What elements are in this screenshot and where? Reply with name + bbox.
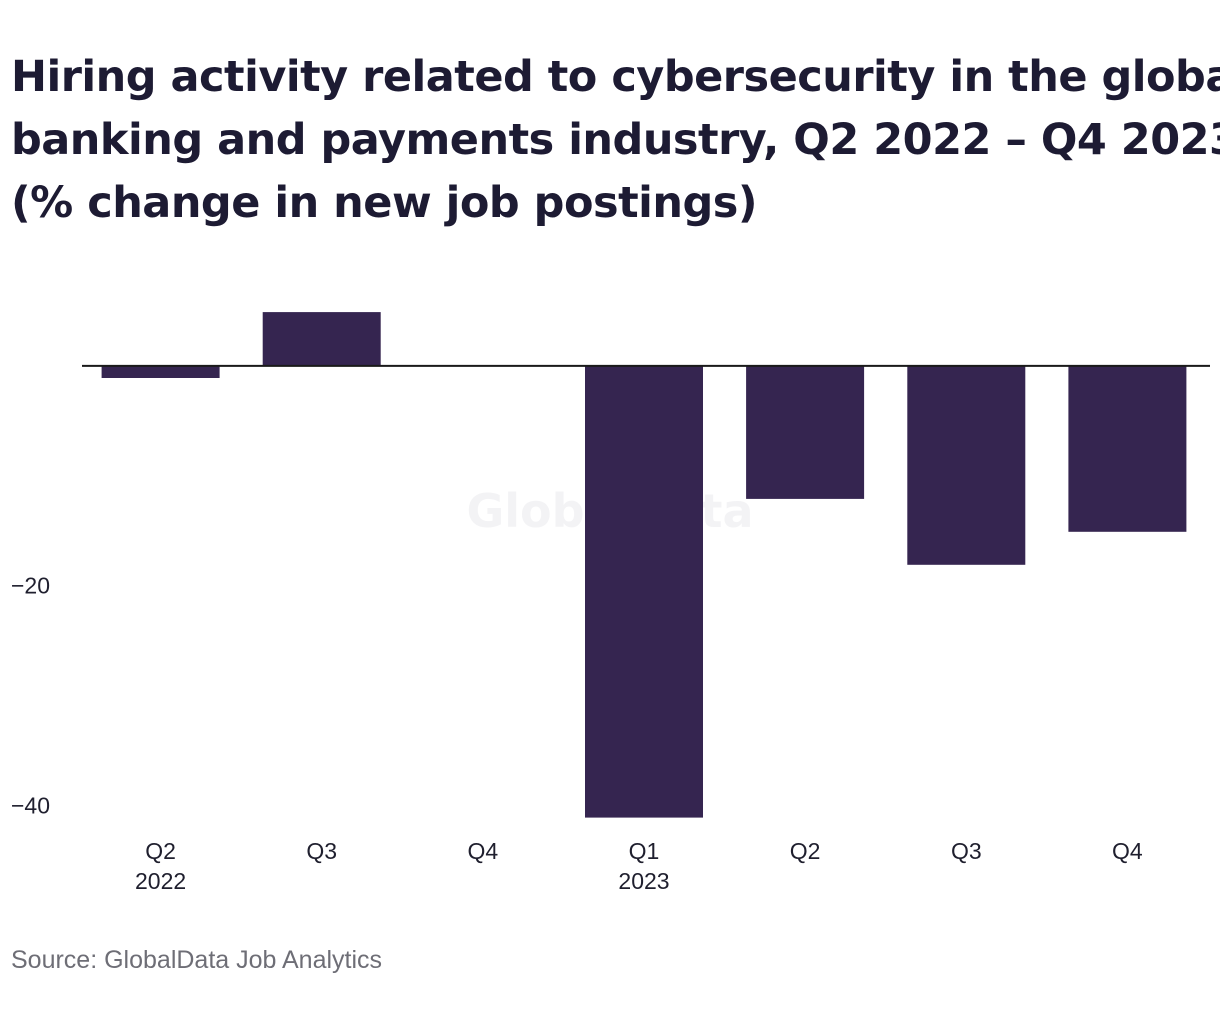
bar-7[interactable] [1068,365,1187,532]
bar-6[interactable] [907,365,1026,565]
source-note: Source: GlobalData Job Analytics [11,946,383,974]
x-tick-label-3: Q4 [468,838,499,864]
x-year-label-4: 2023 [618,868,669,894]
x-axis-ticks: Q2 2022 Q3 Q4 Q1 2023 Q2 Q3 Q4 [135,838,1143,894]
x-tick-label-1: Q2 [145,838,176,864]
bar-1[interactable] [101,365,220,378]
x-tick-label-5: Q2 [790,838,821,864]
y-tick-label-2: −40 [11,793,50,819]
chart-title-line-3: (% change in new job postings) [11,178,758,228]
bar-2[interactable] [262,312,381,366]
chart-title-line-1: Hiring activity related to cybersecurity… [11,52,1220,102]
chart-title: Hiring activity related to cybersecurity… [11,46,1220,235]
bars-group [101,312,1187,818]
bar-5[interactable] [746,365,865,499]
x-tick-label-7: Q4 [1112,838,1143,864]
chart-title-line-2: banking and payments industry, Q2 2022 –… [11,115,1220,165]
y-axis-ticks: −20 −40 [11,573,50,819]
y-tick-label-1: −20 [11,573,50,599]
x-tick-label-2: Q3 [306,838,337,864]
x-tick-label-6: Q3 [951,838,982,864]
x-year-label-1: 2022 [135,868,186,894]
x-tick-label-4: Q1 [629,838,660,864]
bar-4[interactable] [585,365,703,818]
